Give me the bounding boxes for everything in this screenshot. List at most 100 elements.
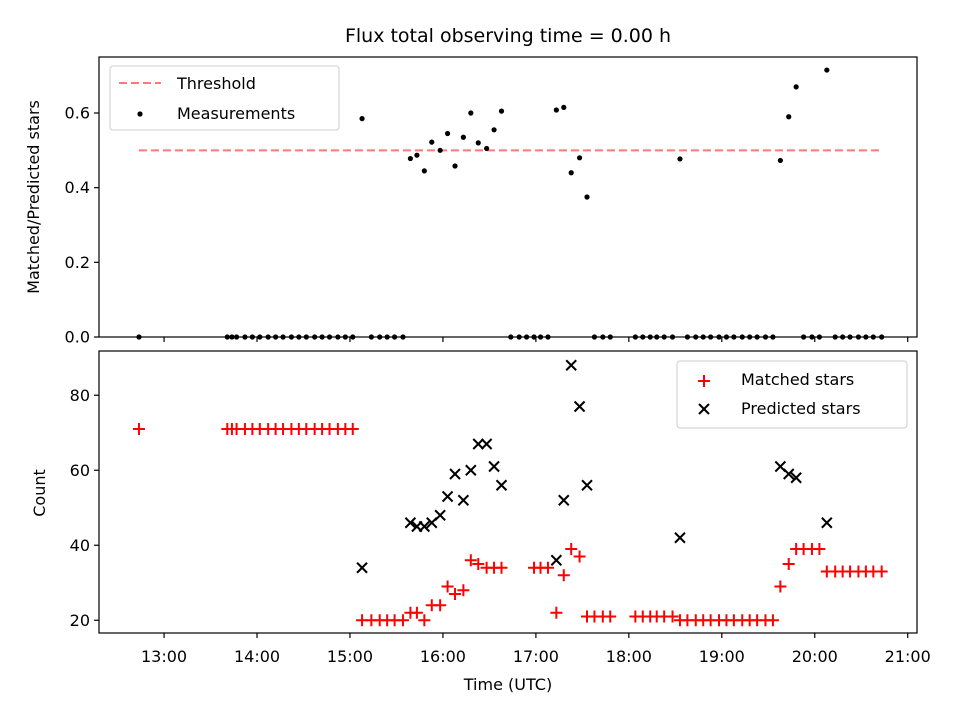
predicted-star-point [465, 464, 477, 476]
matched-star-point [782, 558, 795, 570]
matched-star-point [396, 614, 409, 627]
measurement-point [832, 334, 838, 340]
legend-predicted-label: Predicted stars [741, 399, 861, 418]
measurement-point [684, 334, 691, 340]
legend-measurement-swatch [137, 111, 143, 117]
measurement-point [242, 334, 248, 340]
predicted-stars-points [356, 359, 833, 574]
measurement-point [414, 152, 420, 158]
measurement-point [384, 334, 390, 340]
measurement-point [723, 334, 730, 340]
measurement-point [824, 67, 830, 73]
x-tick-label: 13:00 [141, 647, 187, 666]
legend-measurements-label: Measurements [177, 104, 295, 123]
matched-star-point [766, 614, 779, 627]
predicted-star-point [449, 468, 461, 480]
predicted-star-point [418, 520, 431, 533]
predicted-star-point [821, 517, 833, 529]
measurement-point [584, 194, 590, 200]
measurement-point [335, 334, 341, 340]
top-axes-frame [98, 56, 918, 338]
measurement-point [452, 163, 458, 169]
measurement-point [484, 145, 490, 152]
predicted-star-point [783, 468, 795, 480]
predicted-star-point [434, 509, 446, 521]
measurement-point [553, 107, 559, 113]
matched-star-point [604, 610, 617, 623]
measurement-point [545, 334, 551, 340]
predicted-star-point [573, 400, 586, 413]
measurement-point [640, 334, 646, 340]
measurement-point [669, 334, 676, 340]
matched-star-point [813, 543, 826, 555]
top-legend: Threshold Measurements [109, 65, 340, 131]
measurement-points [136, 67, 885, 340]
bottom-y-axis-title: Count [30, 469, 49, 517]
measurement-point [516, 334, 522, 340]
x-axis-title: Time (UTC) [463, 675, 552, 694]
measurement-point [800, 334, 807, 340]
legend-predicted-swatch [698, 403, 710, 415]
measurement-point [429, 139, 435, 145]
measurement-point [847, 334, 853, 340]
measurement-point [280, 334, 286, 340]
measurement-point [136, 334, 142, 340]
top-y-ticks: 0.0 0.2 0.4 0.6 [65, 104, 99, 347]
measurement-point [708, 334, 714, 340]
measurement-point [359, 116, 365, 122]
matched-star-point [346, 423, 359, 435]
measurement-point [591, 334, 598, 340]
measurement-point [319, 334, 325, 340]
measurement-point [498, 108, 505, 114]
measurement-point [444, 130, 451, 137]
measurement-point [437, 147, 443, 153]
predicted-star-point [441, 490, 454, 503]
x-tick-label: 14:00 [234, 647, 280, 666]
measurement-point [273, 334, 279, 340]
predicted-star-point [550, 554, 563, 566]
measurement-point [855, 334, 862, 340]
predicted-star-point [581, 479, 593, 491]
predicted-star-point [488, 460, 500, 473]
x-tick-label: 18:00 [606, 647, 652, 666]
predicted-star-point [356, 562, 368, 574]
bottom-axes-frame [98, 350, 918, 634]
matched-star-point [457, 584, 470, 597]
matched-star-point [573, 550, 586, 563]
measurement-point [407, 155, 413, 162]
legend-matched-label: Matched stars [741, 370, 854, 389]
predicted-star-point [565, 359, 577, 371]
bottom-y-tick-label: 20 [70, 611, 90, 630]
measurement-point [508, 334, 514, 340]
matched-star-point [774, 580, 787, 593]
measurement-point [731, 334, 737, 340]
predicted-star-point [495, 479, 508, 491]
matched-star-point [565, 543, 578, 555]
x-tick-label: 16:00 [420, 647, 466, 666]
matched-star-point [666, 610, 679, 623]
x-tick-label: 15:00 [327, 647, 373, 666]
bottom-y-tick-label: 60 [70, 461, 90, 480]
measurement-point [249, 334, 255, 340]
measurement-point [863, 334, 869, 340]
measurement-point [296, 334, 302, 340]
measurement-point [770, 334, 776, 340]
measurement-point [600, 334, 606, 340]
measurement-point [229, 334, 235, 340]
measurement-point [265, 334, 271, 340]
legend-matched-swatch [698, 375, 710, 387]
matched-star-point [875, 565, 888, 578]
x-tick-label: 17:00 [513, 647, 559, 666]
measurement-point [716, 334, 722, 340]
matched-star-point [550, 606, 563, 619]
measurement-point [342, 334, 348, 340]
measurement-point [879, 334, 885, 340]
measurement-point [561, 104, 567, 110]
top-x-ticks [163, 337, 909, 342]
top-y-tick-label: 0.2 [65, 253, 90, 272]
x-tick-label: 21:00 [885, 647, 931, 666]
bottom-x-ticks: 13:00 14:00 15:00 16:00 17:00 18:00 19:00 20:00… [141, 633, 931, 666]
matched-star-point [464, 554, 477, 567]
